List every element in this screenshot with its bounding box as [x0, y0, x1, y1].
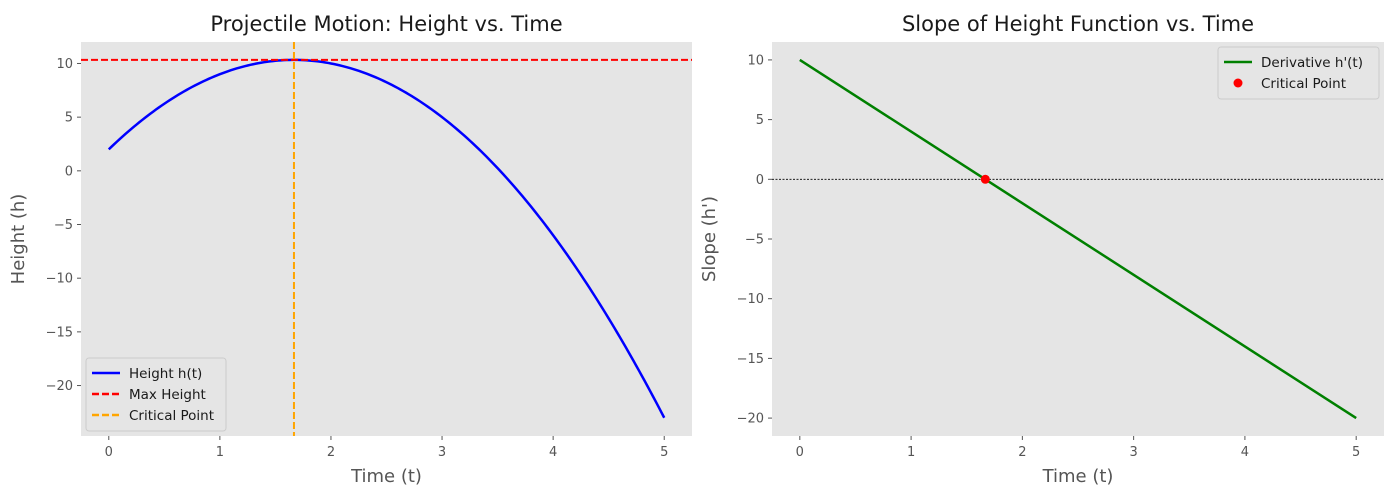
- legend-marker: [1233, 78, 1243, 88]
- y-axis-label: Slope (h'): [699, 196, 720, 282]
- legend-label: Height h(t): [129, 366, 202, 382]
- legend-box: [85, 357, 227, 432]
- legend: Derivative h'(t) Critical Point: [1217, 46, 1380, 100]
- y-tick-label: 0: [756, 173, 764, 188]
- legend-label: Critical Point: [129, 408, 214, 424]
- y-tick-label: −15: [46, 325, 73, 340]
- chart-title: Slope of Height Function vs. Time: [902, 12, 1254, 36]
- legend: Height h(t) Max Height Critical Point: [85, 357, 227, 432]
- y-tick-label: 10: [747, 53, 764, 68]
- y-axis-label: Height (h): [8, 194, 29, 285]
- x-tick-label: 2: [1018, 445, 1026, 460]
- y-tick-label: 5: [756, 113, 764, 128]
- subplot-1: Projectile Motion: Height vs. Time Time (…: [8, 12, 692, 487]
- y-tick-label: 0: [65, 164, 73, 179]
- y-tick-label: −5: [745, 233, 764, 248]
- legend-label: Max Height: [129, 387, 206, 403]
- x-tick-label: 4: [549, 445, 557, 460]
- x-tick-label: 2: [327, 445, 335, 460]
- x-tick-label: 3: [438, 445, 446, 460]
- x-tick-label: 1: [216, 445, 224, 460]
- y-tick-label: −20: [46, 379, 73, 394]
- x-tick-label: 0: [105, 445, 113, 460]
- y-tick-label: −10: [46, 272, 73, 287]
- y-tick-label: −20: [737, 412, 764, 427]
- x-axis-label: Time (t): [350, 466, 422, 487]
- x-tick-label: 4: [1241, 445, 1249, 460]
- x-axis-label: Time (t): [1042, 466, 1114, 487]
- y-tick-label: −5: [54, 218, 73, 233]
- x-tick-label: 3: [1129, 445, 1137, 460]
- y-tick-label: 10: [56, 57, 73, 72]
- plot-marks: [772, 58, 1384, 420]
- subplot-2: Slope of Height Function vs. Time Time (t…: [699, 12, 1384, 487]
- series-line: [799, 58, 1357, 420]
- legend-box: [1217, 46, 1380, 100]
- x-tick-label: 0: [796, 445, 804, 460]
- critical-point-marker: [980, 174, 990, 184]
- x-tick-label: 5: [660, 445, 668, 460]
- x-tick-label: 5: [1352, 445, 1360, 460]
- legend-label: Derivative h'(t): [1261, 55, 1363, 71]
- plot-marks: [81, 42, 692, 436]
- y-tick-label: −10: [737, 292, 764, 307]
- x-tick-label: 1: [907, 445, 915, 460]
- chart-title: Projectile Motion: Height vs. Time: [210, 12, 562, 36]
- y-tick-label: 5: [65, 111, 73, 126]
- legend-label: Critical Point: [1261, 76, 1346, 92]
- y-tick-label: −15: [737, 352, 764, 367]
- series-line: [107, 58, 666, 419]
